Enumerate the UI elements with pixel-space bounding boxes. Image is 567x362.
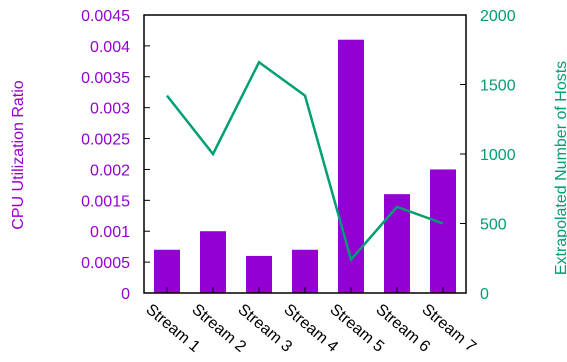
bar-4 bbox=[292, 249, 318, 293]
line-layer bbox=[166, 60, 444, 263]
left-tick-label: 0.0015 bbox=[81, 193, 130, 210]
right-axis-ticks: 0 500 1000 1500 2000 bbox=[460, 8, 516, 303]
y-axis-label-left: CPU Utilization Ratio bbox=[10, 80, 27, 229]
left-axis-ticks: 0 0.0005 0.001 0.0015 0.002 0.0025 0.003 0.0035… bbox=[81, 8, 150, 303]
left-tick-label: 0.0005 bbox=[81, 255, 130, 272]
left-tick-label: 0.003 bbox=[90, 101, 130, 118]
left-tick-label: 0.002 bbox=[90, 162, 130, 179]
left-tick-label: 0.0025 bbox=[81, 132, 130, 149]
left-tick-label: 0.0035 bbox=[81, 70, 130, 87]
bar-1 bbox=[154, 249, 180, 293]
right-tick-label: 2000 bbox=[480, 8, 516, 25]
right-tick-label: 500 bbox=[480, 217, 507, 234]
left-tick-label: 0.004 bbox=[90, 39, 130, 56]
left-tick-label: 0.001 bbox=[90, 224, 130, 241]
left-tick-label: 0.0045 bbox=[81, 8, 130, 25]
bar-7 bbox=[430, 169, 456, 293]
right-tick-label: 1500 bbox=[480, 78, 516, 95]
right-tick-label: 0 bbox=[480, 286, 489, 303]
y-axis-label-right: Extrapolated Number of Hosts bbox=[553, 61, 567, 275]
bar-3 bbox=[246, 255, 272, 293]
hosts-line bbox=[166, 60, 444, 263]
bar-2 bbox=[200, 231, 226, 293]
right-tick-label: 1000 bbox=[480, 147, 516, 164]
left-tick-label: 0 bbox=[121, 286, 130, 303]
bar-5 bbox=[338, 39, 364, 293]
bars bbox=[154, 39, 456, 293]
